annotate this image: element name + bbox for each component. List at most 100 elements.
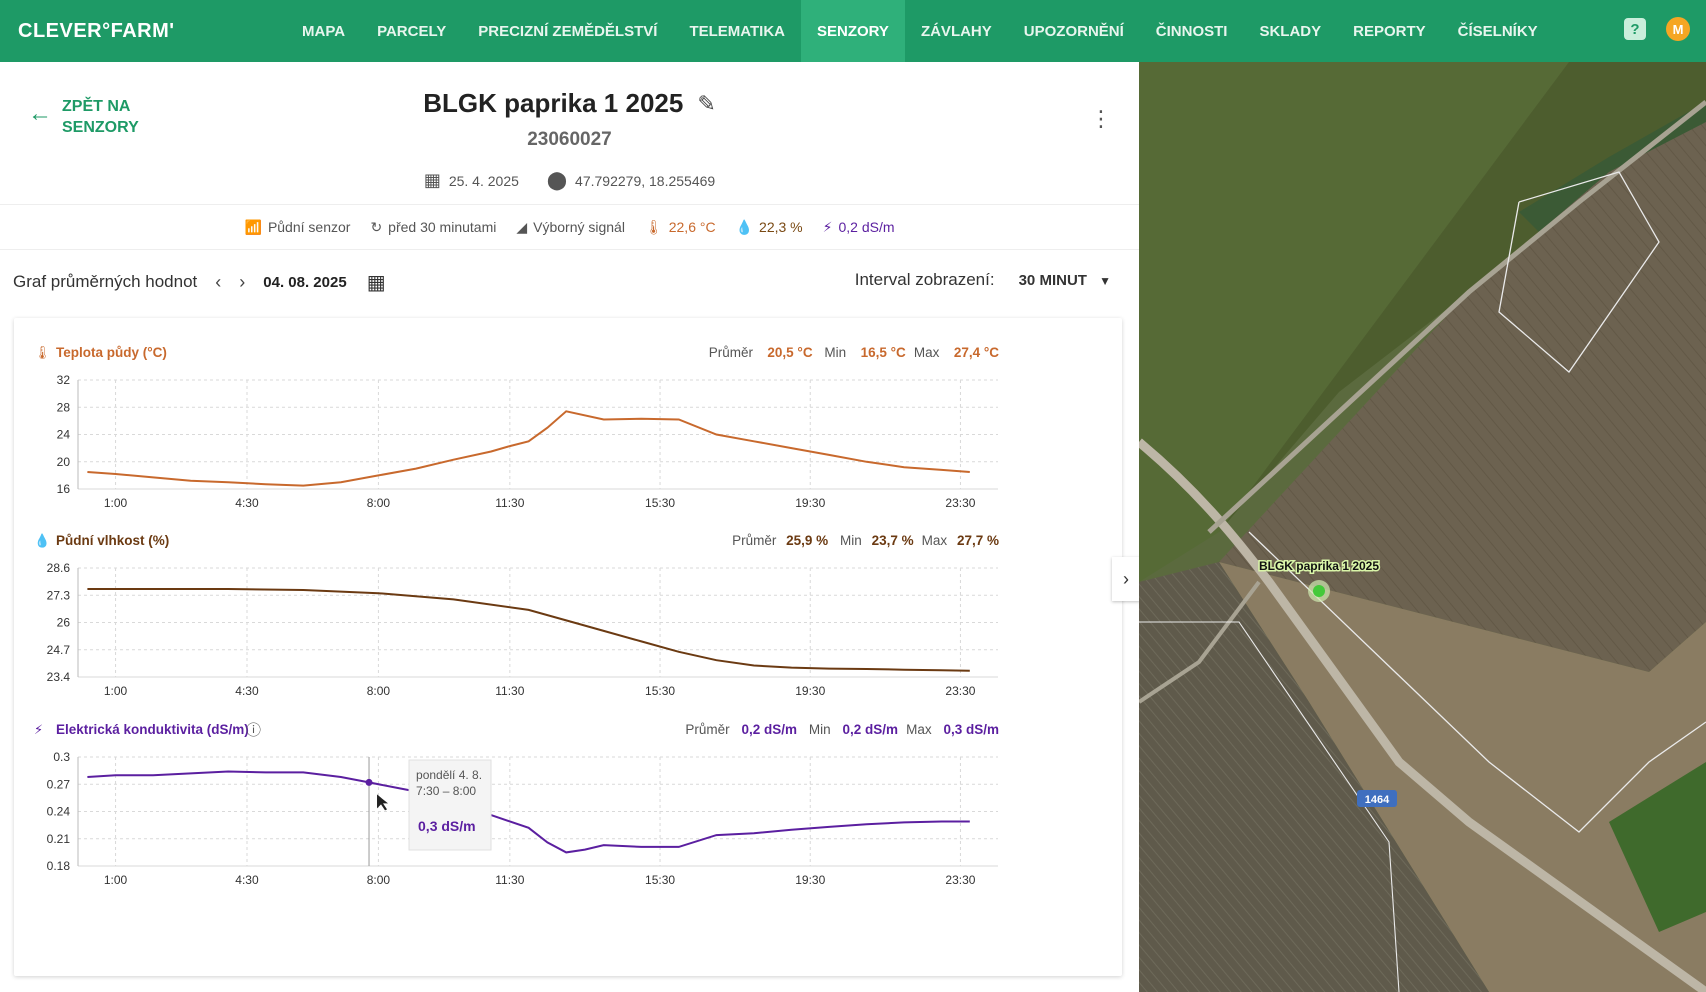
parcel-boundary [1248, 531, 1706, 833]
sensor-marker[interactable] [1313, 585, 1325, 597]
chevron-left-icon[interactable]: ‹ [215, 271, 222, 292]
selected-date[interactable]: 04. 08. 2025 [263, 273, 347, 291]
chart-1-xtick-2: 8:00 [367, 684, 391, 698]
chart-0-stat-value-1: 16,5 °C [861, 345, 906, 360]
nav-item-6[interactable]: UPOZORNĚNÍ [1023, 22, 1124, 40]
last-update: ↻ před 30 minutami [370, 219, 496, 236]
chart-2-title: Elektrická konduktivita (dS/m) [56, 722, 249, 737]
road-west [1139, 580, 1261, 704]
tooltip-day: pondělí 4. 8. [416, 768, 482, 782]
interval-dropdown[interactable]: 30 MINUT ▼ [1019, 272, 1111, 289]
chart-2-stat-label-1: Min [809, 722, 831, 737]
chart-0-xtick-0: 1:00 [104, 496, 128, 510]
install-date-value: 25. 4. 2025 [448, 172, 519, 189]
cleverfarm-logo[interactable]: CLEVER°FARM' [18, 19, 175, 42]
chart-1-series-line[interactable] [87, 588, 970, 672]
road-secondary [1207, 100, 1706, 534]
help-icon[interactable]: ? [1624, 18, 1646, 40]
tooltip-value: 0,3 dS/m [418, 818, 476, 834]
sensor-header: BLGK paprika 1 2025 ✎ 23060027 [0, 88, 1139, 151]
signal-strength: ◢ Výborný signál [516, 219, 625, 236]
tooltip-time: 7:30 – 8:00 [416, 784, 476, 798]
chart-1-ytick-4: 23.4 [47, 670, 71, 684]
sensor-name: BLGK paprika 1 2025 [423, 88, 684, 118]
current-temperature-value: 22,6 °C [668, 219, 716, 235]
chart-2-stat-value-2: 0,2 dS/m [741, 722, 797, 737]
interval-selector: Interval zobrazení: 30 MINUT ▼ [855, 270, 1111, 290]
droplets-icon: 💧 [735, 218, 754, 235]
road-number: 1464 [1365, 794, 1390, 806]
charts-card: 🌡 Teplota půdy (°C) 27,4 °C Max 16,5 °C Min 20… [14, 318, 1122, 976]
current-moisture-value: 22,3 % [759, 219, 803, 235]
conductivity-icon: ⚡ [822, 218, 833, 235]
chart-0-xtick-4: 15:30 [645, 496, 675, 510]
chart-2-ytick-1: 0.27 [47, 777, 71, 791]
chart-1-stat-label-1: Min [840, 533, 862, 548]
chart-1-ytick-1: 27.3 [47, 588, 71, 602]
chart-2-xtick-4: 15:30 [645, 873, 675, 887]
user-avatar[interactable]: M [1666, 17, 1690, 41]
road-main [1139, 438, 1706, 992]
chart-1-xtick-4: 15:30 [645, 684, 675, 698]
field-green-se [1609, 762, 1706, 932]
chevron-right-icon[interactable]: › [239, 271, 246, 292]
calendar-picker-icon[interactable]: ▦ [366, 271, 386, 294]
nav-item-7[interactable]: ČINNOSTI [1155, 22, 1228, 40]
nav-item-4[interactable]: SENZORY [800, 0, 905, 62]
tooltip-point[interactable] [365, 778, 373, 786]
nav-item-1[interactable]: PARCELY [377, 22, 447, 40]
chart-2-xtick-2: 8:00 [367, 873, 391, 887]
field-ploughed [1219, 122, 1706, 672]
nav-item-5[interactable]: ZÁVLAHY [920, 22, 992, 40]
chart-0-stat-value-2: 20,5 °C [767, 345, 812, 360]
panel-toggle-chevron-right-icon[interactable]: › [1112, 557, 1140, 601]
sensor-type-label: Půdní senzor [267, 219, 351, 235]
chart-1-stat-value-1: 23,7 % [872, 533, 914, 548]
chart-2-xtick-6: 23:30 [945, 873, 975, 887]
nav-item-10[interactable]: ČÍSELNÍKY [1457, 22, 1538, 40]
chart-1-xtick-5: 19:30 [795, 684, 825, 698]
history-clock-icon: ↻ [370, 218, 383, 235]
nav-item-9[interactable]: REPORTY [1353, 22, 1426, 40]
chart-2-stat-value-1: 0,2 dS/m [842, 722, 898, 737]
sensor-title: BLGK paprika 1 2025 ✎ [423, 88, 716, 119]
satellite-map[interactable]: 1464 BLGK paprika 1 2025 [1139, 62, 1706, 992]
info-icon[interactable]: ⓘ [246, 722, 261, 739]
arrow-left-icon: ← [28, 100, 52, 127]
chart-0-stat-label-0: Max [914, 345, 940, 360]
field-bare [1219, 562, 1706, 992]
caret-down-icon: ▼ [1099, 273, 1111, 288]
thermometer-icon: 🌡 [644, 218, 663, 235]
nav-item-3[interactable]: TELEMATIKA [689, 22, 785, 40]
chart-1-ytick-0: 28.6 [47, 561, 71, 575]
sensor-marker-label: BLGK paprika 1 2025 [1259, 559, 1379, 573]
parcel-boundary-sw [1139, 621, 1400, 992]
chart-0-ytick-0: 32 [57, 373, 71, 387]
chart-1-ytick-2: 26 [57, 616, 71, 630]
interval-value: 30 MINUT [1018, 271, 1087, 289]
back-to-sensors-link[interactable]: ← ZPĚT NA SENZORY [28, 96, 139, 138]
pencil-icon[interactable]: ✎ [697, 90, 716, 116]
chart-1-stat-label-2: Průměr [732, 533, 777, 548]
nav-item-0[interactable]: MAPA [302, 22, 346, 40]
chart-0-xtick-2: 8:00 [367, 496, 391, 510]
more-vertical-icon[interactable]: ⋮ [1090, 106, 1112, 131]
chart-1-xtick-1: 4:30 [235, 684, 259, 698]
parcel-boundary-n [1498, 171, 1660, 373]
chart-0-series-line[interactable] [87, 410, 970, 487]
chart-2-xtick-0: 1:00 [104, 873, 128, 887]
map-svg: 1464 BLGK paprika 1 2025 [1139, 62, 1706, 992]
current-moisture: 💧 22,3 % [736, 219, 803, 236]
chart-1-title: Půdní vlhkost (%) [56, 533, 169, 548]
last-update-label: před 30 minutami [388, 219, 497, 235]
interval-label: Interval zobrazení: [854, 270, 995, 289]
sensor-id: 23060027 [527, 129, 612, 150]
nav-item-2[interactable]: PRECIZNÍ ZEMĚDĚLSTVÍ [478, 22, 658, 40]
chart-2-series-line[interactable] [87, 770, 970, 854]
nav-item-8[interactable]: SKLADY [1259, 22, 1322, 40]
sensor-status-bar: 📶 Půdní senzor ↻ před 30 minutami ◢ Výbo… [0, 204, 1139, 250]
chart-1-stat-value-2: 25,9 % [786, 533, 828, 548]
chart-0-stat-value-0: 27,4 °C [954, 345, 999, 360]
field-sw [1139, 562, 1489, 992]
current-conductivity: ⚡ 0,2 dS/m [823, 219, 895, 236]
